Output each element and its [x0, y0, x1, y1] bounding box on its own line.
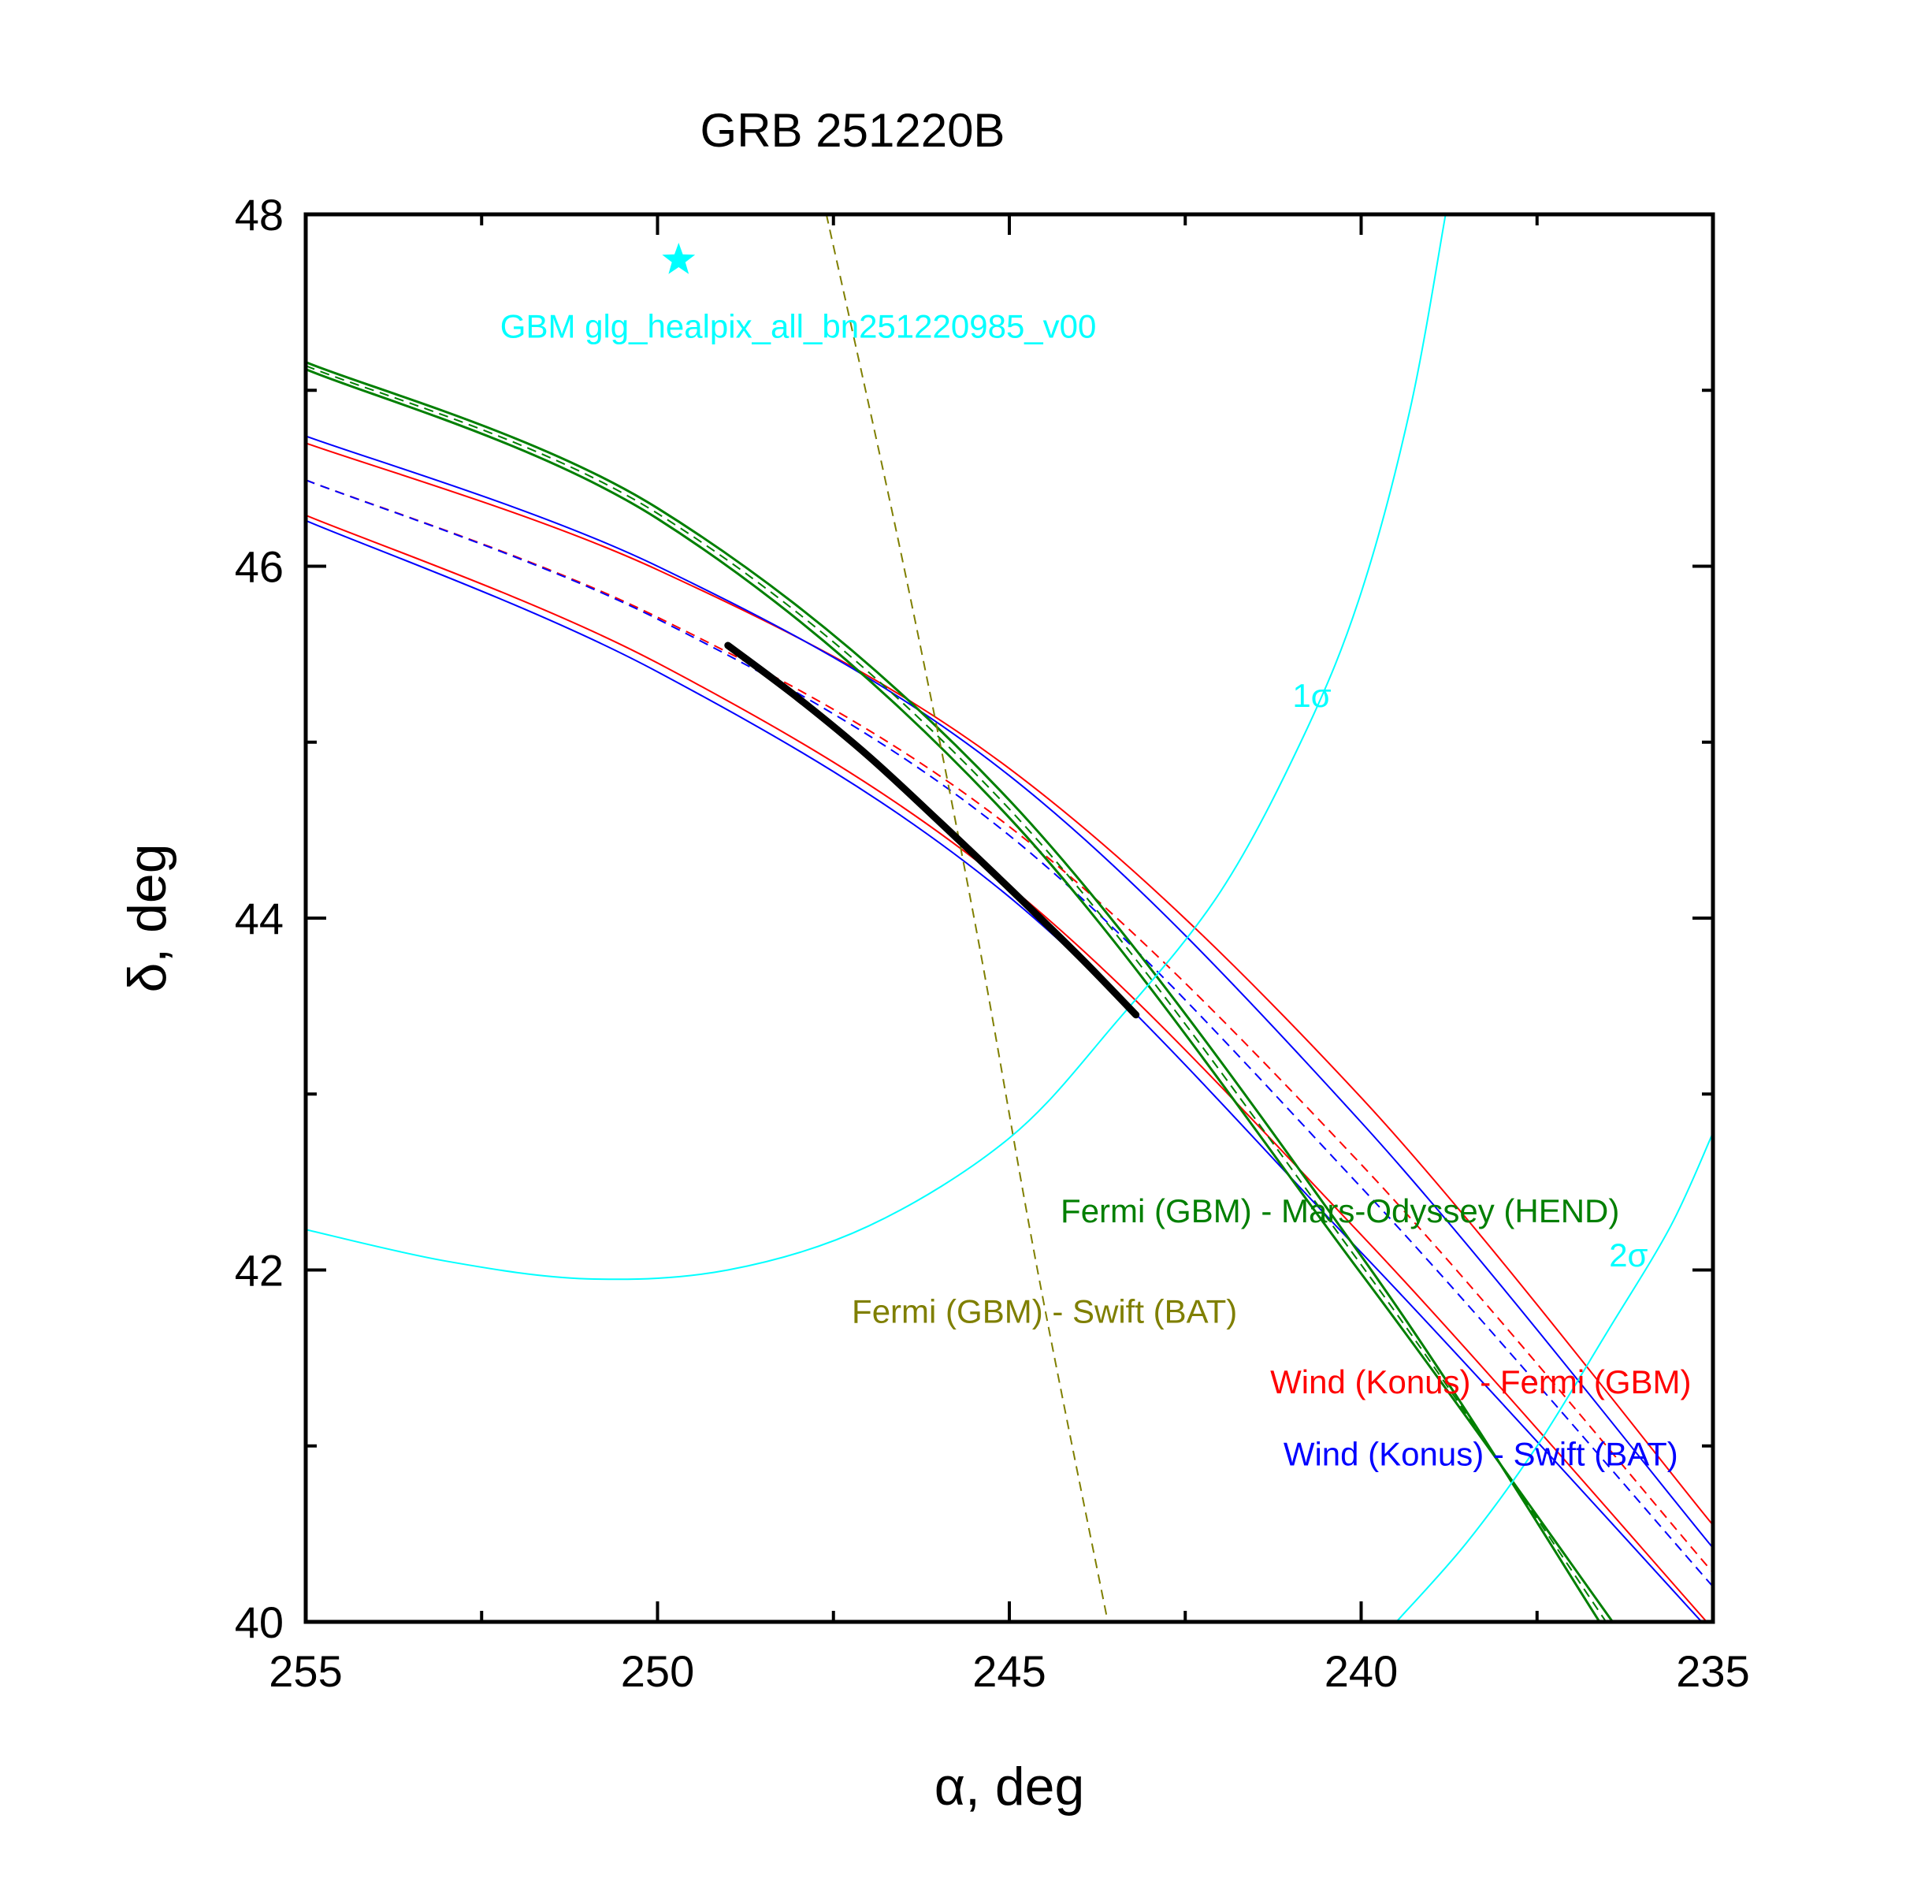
series-line-6: [306, 361, 1601, 1622]
series-line-0: [306, 442, 1713, 1527]
annotation-label-5: Wind (Konus) - Fermi (GBM): [1270, 1363, 1691, 1400]
y-tick-label: 40: [235, 1597, 284, 1647]
series-line-11: [1395, 1132, 1713, 1622]
series-line-4: [306, 479, 1713, 1587]
series-line-3: [306, 435, 1713, 1549]
series-line-8: [306, 368, 1614, 1622]
y-tick-label: 44: [235, 894, 284, 943]
series-line-10: [306, 214, 1447, 1281]
x-tick-label: 240: [1325, 1646, 1398, 1696]
star-marker-0: [662, 243, 696, 274]
annotation-label-2: 2σ: [1609, 1236, 1648, 1274]
y-axis-title: δ, deg: [117, 843, 177, 992]
annotation-label-0: GBM glg_healpix_all_bn251220985_v00: [500, 307, 1097, 344]
marker-layer: [662, 243, 696, 274]
x-tick-label: 250: [621, 1646, 694, 1696]
x-tick-label: 245: [972, 1646, 1046, 1696]
annotation-label-3: Fermi (GBM) - Mars-Odyssey (HEND): [1061, 1192, 1619, 1229]
tick-layer: 255 250 245 240 235 40 42 44 46 48: [235, 190, 1750, 1696]
series-line-5: [306, 519, 1704, 1622]
x-axis-title: α, deg: [934, 1757, 1085, 1817]
annotation-label-1: 1σ: [1292, 677, 1331, 714]
chart-title: GRB 251220B: [700, 104, 1005, 157]
y-tick-label: 42: [235, 1246, 284, 1296]
series-line-9: [825, 214, 1109, 1622]
annotation-label-4: Fermi (GBM) - Swift (BAT): [852, 1292, 1237, 1329]
series-line-1: [306, 479, 1713, 1574]
x-tick-label: 255: [269, 1646, 342, 1696]
y-tick-label: 48: [235, 190, 284, 240]
series-line-7: [306, 365, 1607, 1622]
annotation-label-6: Wind (Konus) - Swift (BAT): [1284, 1435, 1678, 1472]
series-line-12: [724, 641, 1140, 1019]
series-layer: [306, 214, 1713, 1622]
annotation-layer: GBM glg_healpix_all_bn251220985_v00 1σ 2σ F…: [500, 307, 1692, 1472]
x-tick-label: 235: [1676, 1646, 1749, 1696]
y-tick-label: 46: [235, 542, 284, 592]
